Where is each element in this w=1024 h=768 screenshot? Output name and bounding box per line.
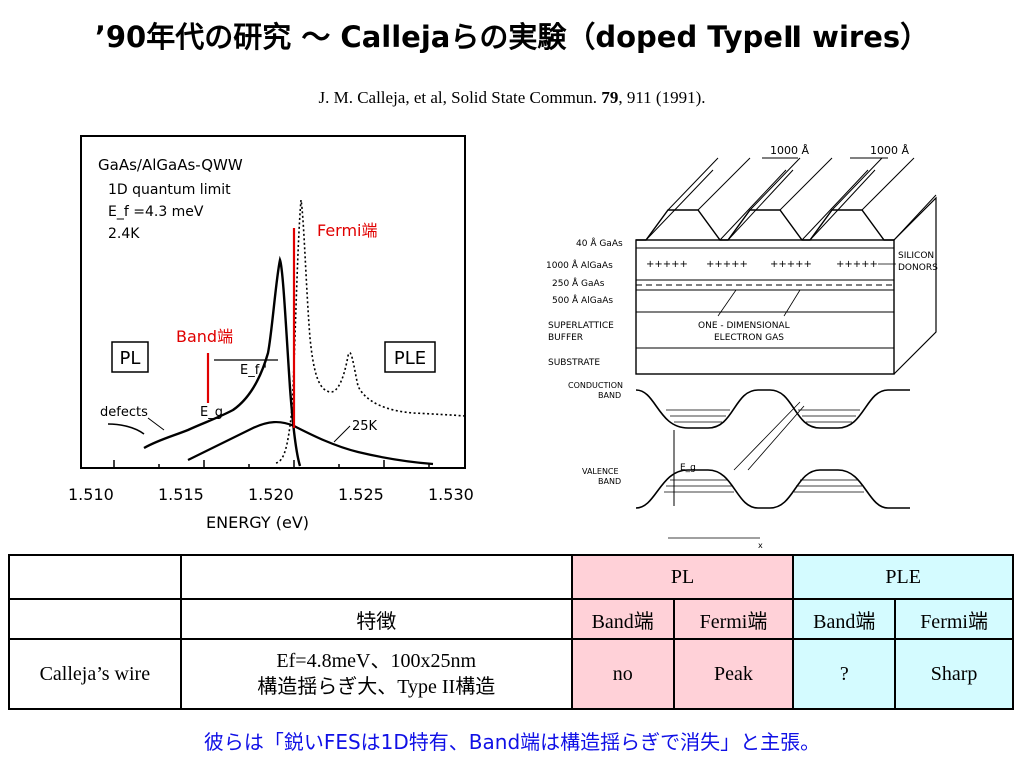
pl-spectrum-curve <box>143 255 302 467</box>
reference-text: J. M. Calleja, et al, Solid State Commun… <box>318 88 602 107</box>
donor-marks-3: +++++ <box>770 259 812 270</box>
x-tick-1530: 1.530 <box>428 485 474 504</box>
silicon-donors-label-1: SILICON <box>898 251 934 261</box>
period-label-2: 1000 Å <box>870 144 909 157</box>
pl-box-label: PL <box>120 348 141 369</box>
conduction-band-label-2: BAND <box>598 391 621 400</box>
band-x-label: x <box>758 541 763 550</box>
ple-box-label: PLE <box>394 348 426 369</box>
25k-pointer <box>333 425 351 443</box>
x-tick-1525: 1.525 <box>338 485 384 504</box>
empty-header-cell <box>8 554 182 600</box>
conduction-band-filling <box>666 409 860 423</box>
layer-boundaries <box>636 247 894 349</box>
fermi-edge-label: Fermi端 <box>317 221 378 240</box>
eg-label: E_g <box>200 405 223 420</box>
oblique-lines <box>645 157 937 241</box>
silicon-donors-label-2: DONORS <box>898 263 938 273</box>
x-tick-1510: 1.510 <box>68 485 114 504</box>
reference-pages-year: , 911 (1991). <box>618 88 706 107</box>
row-feature-line-2: 構造揺らぎ大、Type II構造 <box>257 676 496 698</box>
pl-header: PL <box>570 554 795 600</box>
table-subheader-row: 特徴 Band端 Fermi端 Band端 Fermi端 <box>8 598 1014 640</box>
empty-subheader-cell <box>8 598 182 640</box>
header-line-1: GaAs/AlGaAs-QWW <box>98 156 243 174</box>
ef-prime-label: E_f ' <box>240 363 267 378</box>
pl-ple-spectrum-figure: GaAs/AlGaAs-QWW 1D quantum limit E_f =4.… <box>68 135 474 532</box>
conclusion-text: 彼らは「鋭いFESは1D特有、Band端は構造揺らぎで消失」と主張。 <box>203 730 821 754</box>
band-eg-label: E_g <box>680 463 696 473</box>
row-feature-line-1: Ef=4.8meV、100x25nm <box>276 650 477 672</box>
x-axis-label: ENERGY (eV) <box>206 513 309 532</box>
table-header-row: PL PLE <box>8 554 1014 600</box>
ple-header: PLE <box>792 554 1014 600</box>
row-label: Calleja’s wire <box>8 638 182 710</box>
reference-citation: J. M. Calleja, et al, Solid State Commun… <box>0 88 1024 108</box>
label-25k: 25K <box>352 419 378 434</box>
electron-gas-label-1: ONE - DIMENSIONAL <box>698 321 790 331</box>
layer-label-250a-gaas: 250 Å GaAs <box>552 277 605 289</box>
plot-frame <box>80 135 466 469</box>
band-edge-label: Band端 <box>176 327 233 346</box>
period-label-1: 1000 Å <box>770 144 809 157</box>
x-tick-1520: 1.520 <box>248 485 294 504</box>
pl-band-header: Band端 <box>570 598 675 640</box>
x-tick-1515: 1.515 <box>158 485 204 504</box>
header-line-2: 1D quantum limit <box>108 182 231 198</box>
feature-header: 特徴 <box>179 598 573 640</box>
valence-band-label-2: BAND <box>598 477 621 486</box>
slide-title: ’90年代の研究 ～ Callejaらの実験（doped TypeⅡ wires… <box>94 20 930 54</box>
x-axis-ticks <box>113 460 430 468</box>
defects-tail <box>107 423 145 435</box>
donor-marks-4: +++++ <box>836 259 878 270</box>
pl-fermi-value: Peak <box>672 638 795 710</box>
ple-band-value: ? <box>792 638 897 710</box>
table-row: Calleja’s wire Ef=4.8meV、100x25nm 構造揺らぎ大、… <box>8 638 1014 710</box>
layer-label-buffer: BUFFER <box>548 333 583 343</box>
layer-stack <box>635 239 895 375</box>
layer-label-1000a-algaas: 1000 Å AlGaAs <box>546 259 613 271</box>
corrugated-surface <box>636 209 894 241</box>
defects-label: defects <box>100 405 148 420</box>
valence-band-label-1: VALENCE <box>582 467 619 476</box>
donor-marks-2: +++++ <box>706 259 748 270</box>
pl-25k-curve <box>187 421 434 466</box>
defects-pointer <box>147 417 165 431</box>
quantum-wire-structure-figure: 1000 Å 1000 Å +++++ +++++ +++++ +++++ 40… <box>546 144 938 550</box>
header-line-4: 2.4K <box>108 226 140 242</box>
donor-marks-1: +++++ <box>646 259 688 270</box>
electron-gas-label-2: ELECTRON GAS <box>714 333 784 343</box>
pl-box <box>111 341 149 373</box>
comparison-table: PL PLE 特徴 Band端 Fermi端 Band端 Fermi端 Call… <box>8 554 1014 710</box>
header-line-3: E_f =4.3 meV <box>108 204 204 220</box>
ple-fermi-header: Fermi端 <box>894 598 1014 640</box>
layer-label-superlattice: SUPERLATTICE <box>548 321 614 331</box>
valence-band-filling <box>664 479 864 493</box>
valence-band-curve <box>635 469 910 509</box>
conduction-band-label-1: CONDUCTION <box>568 381 623 390</box>
layer-label-500a-algaas: 500 Å AlGaAs <box>552 294 613 306</box>
ple-fermi-value: Sharp <box>894 638 1014 710</box>
reference-volume: 79 <box>601 88 619 107</box>
conduction-band-curve <box>635 389 910 429</box>
pl-band-value: no <box>570 638 675 710</box>
layer-label-substrate: SUBSTRATE <box>548 358 600 368</box>
row-feature: Ef=4.8meV、100x25nm 構造揺らぎ大、Type II構造 <box>179 638 573 710</box>
ple-box <box>384 341 436 373</box>
ple-spectrum-curve <box>275 199 466 464</box>
stack-side <box>893 196 937 375</box>
layer-label-40a-gaas: 40 Å GaAs <box>576 237 623 249</box>
empty-header-cell <box>179 554 573 600</box>
pl-fermi-header: Fermi端 <box>672 598 795 640</box>
ple-band-header: Band端 <box>792 598 897 640</box>
